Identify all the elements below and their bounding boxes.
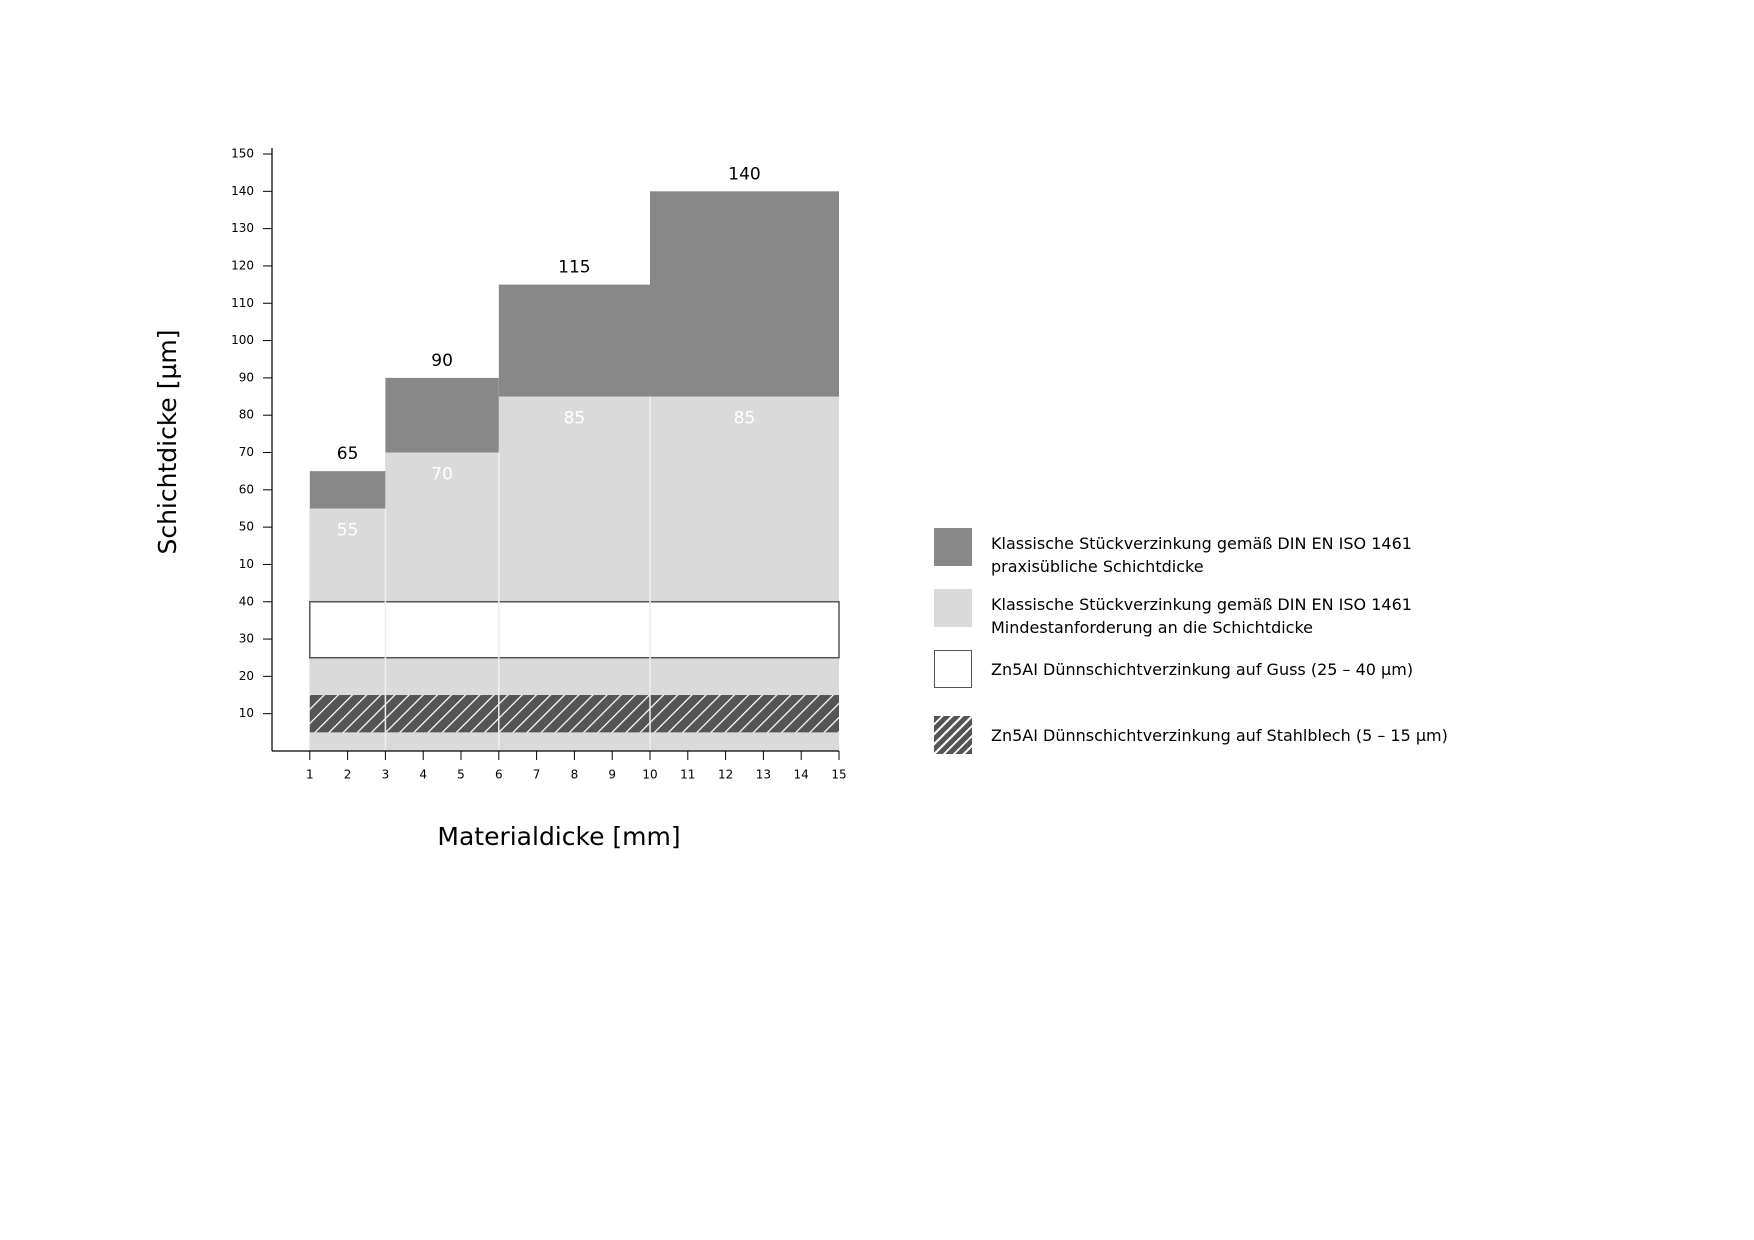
x-tick-label: 2	[344, 768, 352, 782]
value-label: 115	[558, 258, 590, 278]
y-tick-label: 100	[231, 333, 254, 347]
x-tick-label: 6	[495, 768, 503, 782]
value-label: 85	[734, 409, 756, 429]
y-tick-label: 120	[231, 258, 254, 272]
band	[309, 695, 839, 733]
band	[309, 601, 840, 659]
legend-label: Zn5AI Dünnschichtverzinkung auf Stahlble…	[991, 726, 1448, 745]
y-tick-label: 90	[239, 370, 254, 384]
value-label: 65	[337, 444, 359, 464]
legend-label: Klassische Stückverzinkung gemäß DIN EN …	[991, 595, 1412, 637]
x-tick-label: 12	[718, 768, 733, 782]
y-tick-label: 150	[231, 147, 254, 161]
y-tick-label: 10	[239, 706, 254, 720]
y-tick-label: 80	[239, 408, 254, 422]
y-tick-label: 60	[239, 482, 254, 496]
x-tick-label: 10	[642, 768, 657, 782]
x-tick-label: 9	[608, 768, 616, 782]
bar	[650, 396, 839, 751]
x-tick-label: 14	[794, 768, 809, 782]
x-tick-label: 8	[571, 768, 579, 782]
y-tick-label: 10	[239, 557, 254, 571]
x-tick-label: 15	[831, 768, 846, 782]
value-label: 140	[728, 164, 760, 184]
legend-swatch	[934, 528, 972, 566]
legend-swatch	[934, 589, 972, 627]
value-label: 85	[564, 409, 586, 429]
legend-item: Klassische Stückverzinkung gemäß DIN EN …	[934, 528, 1494, 576]
legend-label: Klassische Stückverzinkung gemäß DIN EN …	[991, 534, 1412, 576]
y-tick-label: 50	[239, 520, 254, 534]
y-tick-label: 40	[239, 594, 254, 608]
y-tick-label: 110	[231, 296, 254, 310]
x-tick-label: 5	[457, 768, 465, 782]
legend-item: Zn5AI Dünnschichtverzinkung auf Guss (25…	[934, 650, 1494, 690]
value-label: 90	[431, 351, 453, 371]
legend-swatch	[934, 650, 972, 688]
bar	[498, 396, 650, 751]
y-tick-label: 20	[239, 669, 254, 683]
y-axis-title: Schichtdicke [µm]	[153, 329, 182, 554]
x-tick-label: 13	[756, 768, 771, 782]
x-tick-label: 4	[419, 768, 427, 782]
x-tick-label: 1	[306, 768, 314, 782]
y-tick-label: 30	[239, 632, 254, 646]
x-tick-label: 7	[533, 768, 541, 782]
legend-item: Klassische Stückverzinkung gemäß DIN EN …	[934, 589, 1494, 637]
y-tick-label: 130	[231, 221, 254, 235]
value-label: 70	[431, 465, 453, 485]
legend-swatch	[934, 716, 972, 754]
legend-item: Zn5AI Dünnschichtverzinkung auf Stahlble…	[934, 716, 1494, 756]
x-tick-label: 11	[680, 768, 695, 782]
legend-label: Zn5AI Dünnschichtverzinkung auf Guss (25…	[991, 660, 1414, 679]
x-tick-label: 3	[382, 768, 390, 782]
value-label: 55	[337, 520, 359, 540]
y-tick-label: 70	[239, 445, 254, 459]
y-tick-label: 140	[231, 184, 254, 198]
x-axis-title: Materialdicke [mm]	[437, 822, 680, 851]
